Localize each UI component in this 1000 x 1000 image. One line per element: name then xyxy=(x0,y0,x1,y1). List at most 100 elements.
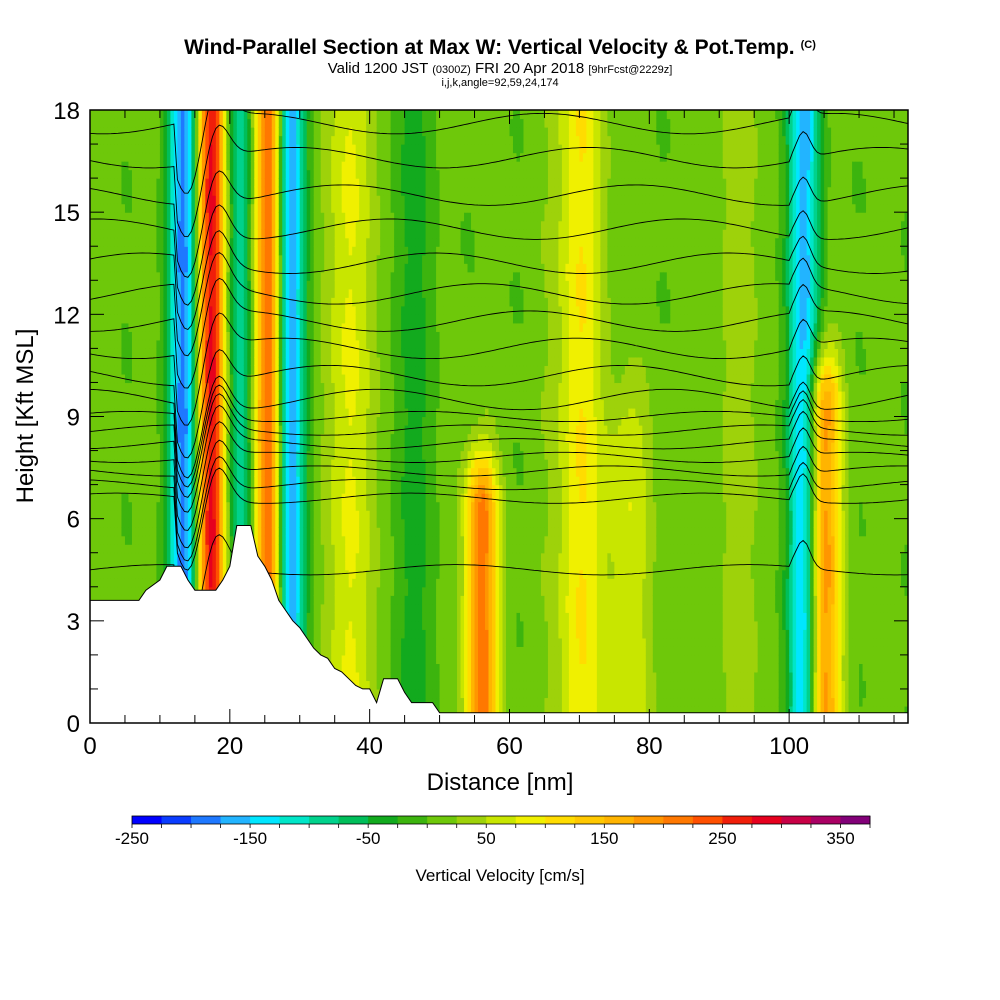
heat-cell xyxy=(292,271,297,281)
heat-cell xyxy=(187,220,192,230)
heat-cell xyxy=(306,527,311,537)
heat-cell xyxy=(324,467,329,477)
heat-cell xyxy=(282,382,287,392)
heat-cell xyxy=(327,646,332,656)
heat-cell xyxy=(303,373,308,384)
heat-cell xyxy=(271,356,276,367)
heat-cell xyxy=(103,450,109,460)
heat-cell xyxy=(135,544,140,554)
heat-cell xyxy=(187,356,192,367)
heat-cell xyxy=(149,518,154,528)
heat-cell xyxy=(240,518,245,528)
heat-cell xyxy=(191,476,196,486)
heat-cell xyxy=(215,552,220,562)
heat-cell xyxy=(191,135,196,145)
heat-cell xyxy=(292,544,297,554)
heat-cell xyxy=(198,365,203,375)
heat-cell xyxy=(313,110,318,120)
heat-cell xyxy=(222,552,227,562)
heat-cell xyxy=(236,314,241,324)
heat-cell xyxy=(117,169,123,179)
heat-cell xyxy=(198,390,203,401)
heat-cell xyxy=(128,135,133,145)
heat-cell xyxy=(222,382,227,392)
heat-cell xyxy=(261,442,266,452)
heat-cell xyxy=(236,220,241,230)
heat-cell xyxy=(142,203,147,213)
heat-cell xyxy=(331,637,336,647)
heat-cell xyxy=(226,561,231,571)
heat-cell xyxy=(292,280,297,290)
heat-cell xyxy=(201,407,206,418)
heat-cell xyxy=(205,348,210,358)
heat-cell xyxy=(236,297,241,307)
heat-cell xyxy=(278,144,283,154)
heat-cell xyxy=(194,237,199,247)
heat-cell xyxy=(187,510,192,520)
heat-cell xyxy=(145,263,151,273)
heat-cell xyxy=(327,178,332,188)
heat-cell xyxy=(163,305,168,315)
heat-cell xyxy=(135,569,140,579)
heat-cell xyxy=(250,467,255,477)
heat-cell xyxy=(233,203,238,213)
heat-cell xyxy=(138,552,144,562)
heat-cell xyxy=(271,527,276,537)
heat-cell xyxy=(296,552,301,562)
heat-cell xyxy=(306,229,311,239)
heat-cell xyxy=(215,246,220,256)
heat-cell xyxy=(261,544,266,554)
heat-cell xyxy=(128,331,133,341)
heat-cell xyxy=(257,390,262,401)
heat-cell xyxy=(289,203,294,213)
heat-cell xyxy=(317,212,322,222)
heat-cell xyxy=(114,569,119,579)
heat-cell xyxy=(264,195,269,205)
heat-cell xyxy=(187,561,192,571)
heat-cell xyxy=(191,527,196,537)
heat-cell xyxy=(131,459,137,469)
heat-cell xyxy=(135,271,140,281)
heat-cell xyxy=(149,373,154,384)
heat-cell xyxy=(282,178,287,188)
heat-cell xyxy=(320,161,325,171)
heat-cell xyxy=(264,110,269,120)
heat-cell xyxy=(124,365,130,375)
heat-cell xyxy=(215,169,220,179)
heat-cell xyxy=(268,433,273,443)
heat-cell xyxy=(278,544,283,554)
heat-cell xyxy=(313,212,318,222)
heat-cell xyxy=(208,535,213,545)
heat-cell xyxy=(215,220,220,230)
heat-cell xyxy=(268,348,273,358)
heat-cell xyxy=(96,280,102,290)
heat-cell xyxy=(110,152,116,162)
heat-cell xyxy=(257,110,262,120)
heat-cell xyxy=(184,322,189,332)
heat-cell xyxy=(299,569,304,579)
heat-cell xyxy=(90,425,95,435)
heat-cell xyxy=(187,467,192,477)
heat-cell xyxy=(103,544,109,554)
heat-cell xyxy=(184,510,189,520)
heat-cell xyxy=(324,382,329,392)
heat-cell xyxy=(184,297,189,307)
heat-cell xyxy=(296,476,301,486)
heat-cell xyxy=(254,442,259,452)
heat-cell xyxy=(226,493,231,503)
heat-cell xyxy=(310,586,315,596)
heat-cell xyxy=(212,578,217,588)
heat-cell xyxy=(310,212,315,222)
heat-cell xyxy=(268,127,273,137)
heat-cell xyxy=(96,152,102,162)
heat-cell xyxy=(289,195,294,205)
heat-cell xyxy=(275,169,280,179)
heat-cell xyxy=(96,271,102,281)
heat-cell xyxy=(96,390,102,401)
heat-cell xyxy=(275,535,280,545)
heat-cell xyxy=(110,127,116,137)
heat-cell xyxy=(170,161,175,171)
heat-cell xyxy=(121,118,126,128)
heat-cell xyxy=(275,382,280,392)
heat-cell xyxy=(310,535,315,545)
